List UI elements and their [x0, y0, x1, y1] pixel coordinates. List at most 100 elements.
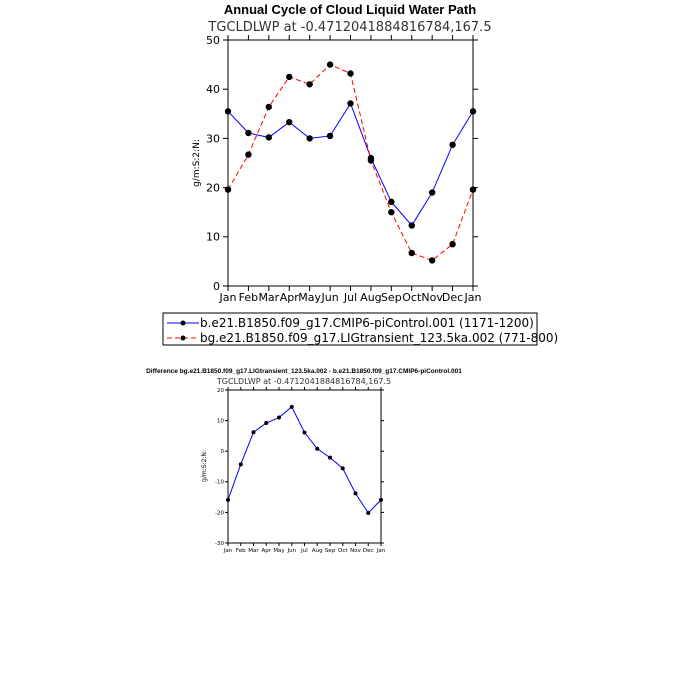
top-x-tick-label: Jun	[320, 291, 338, 304]
top-y-tick-label: 20	[206, 181, 220, 194]
difference-series-1-point	[379, 497, 383, 502]
legend-label-1: b.e21.B1850.f09_g17.CMIP6-piControl.001 …	[200, 316, 534, 330]
top-series-1-point	[224, 108, 232, 115]
difference-series-1-point	[366, 511, 371, 516]
legend-label-2: bg.e21.B1850.f09_g17.LIGtransient_123.5k…	[200, 331, 558, 345]
top-x-tick-label: Dec	[442, 291, 463, 304]
top-series-2-point	[347, 70, 354, 77]
difference-x-tick-label: Feb	[236, 548, 246, 554]
difference-x-tick-label: Aug	[312, 548, 323, 554]
top-series-1-point	[306, 135, 313, 142]
top-x-tick-label: Aug	[360, 291, 381, 304]
top-x-tick-label: Jan	[464, 291, 482, 304]
difference-x-tick-label: Jan	[376, 548, 386, 554]
top-x-tick-label: Jul	[343, 291, 357, 304]
difference-plot-frame	[227, 389, 382, 544]
difference-y-tick-label: -30	[215, 541, 224, 547]
top-series-1-point	[388, 198, 395, 206]
top-series-1-point	[286, 118, 293, 126]
difference-chart-subtitle: TGCLDLWP at -0.4712041884816784,167.5	[216, 377, 391, 386]
top-series-2-point	[224, 186, 232, 193]
difference-series-1-point	[353, 491, 358, 496]
difference-series-1-point	[340, 466, 345, 471]
difference-y-axis-label: g/m:S:2:N:	[201, 450, 208, 482]
top-series-2-point	[326, 61, 334, 68]
difference-x-tick-label: Jan	[223, 548, 233, 554]
top-series-1-point	[428, 189, 436, 196]
top-chart: Annual Cycle of Cloud Liquid Water Path …	[192, 2, 492, 304]
top-series-2-point	[449, 240, 456, 248]
top-y-tick-label: 30	[206, 132, 220, 145]
top-y-tick-label: 40	[206, 83, 220, 96]
legend-box	[162, 312, 538, 346]
difference-x-tick-label: Oct	[338, 548, 348, 554]
top-series-2-point	[469, 186, 477, 193]
top-x-tick-label: Feb	[239, 291, 258, 304]
top-series-1-point	[245, 129, 252, 137]
difference-x-tick-label: Jul	[300, 548, 308, 554]
difference-x-tick-label: Mar	[248, 548, 259, 554]
top-series-2-point	[286, 73, 293, 81]
top-y-tick-label: 50	[206, 34, 220, 47]
top-series-1-point	[469, 108, 477, 115]
difference-series-1-point	[226, 497, 230, 502]
difference-series-1-point	[302, 430, 307, 435]
difference-x-tick-label: Nov	[350, 548, 361, 554]
difference-x-tick-label: Apr	[261, 548, 271, 554]
top-series-1-point	[449, 141, 456, 148]
difference-y-ticks: -30 -20 -10 0 10 20	[215, 388, 384, 547]
difference-chart: Difference bg.e21.B1850.f09_g17.LIGtrans…	[146, 368, 462, 554]
difference-y-tick-label: 20	[217, 388, 224, 394]
legend: b.e21.B1850.f09_g17.CMIP6-piControl.001 …	[162, 312, 558, 346]
top-x-tick-label: Apr	[280, 291, 300, 304]
top-series-1-point	[265, 134, 273, 141]
top-series-2-point	[428, 257, 436, 264]
difference-y-tick-label: -10	[215, 480, 224, 486]
top-series-2-point	[245, 151, 252, 158]
difference-series-1-point	[264, 421, 269, 426]
top-y-ticks: 0 10 20 30 40 50	[206, 34, 478, 293]
top-series-2-point	[367, 157, 375, 164]
top-series-2-point	[408, 249, 415, 257]
top-series-2-point	[306, 81, 313, 88]
top-x-tick-label: Oct	[402, 291, 422, 304]
difference-series-1-point	[315, 446, 320, 451]
difference-series-1-point	[289, 404, 294, 409]
difference-x-tick-label: Sep	[325, 548, 336, 554]
difference-chart-title: Difference bg.e21.B1850.f09_g17.LIGtrans…	[146, 368, 462, 375]
top-y-tick-label: 10	[206, 231, 220, 244]
top-plot-frame	[227, 39, 474, 287]
top-x-tick-label: Jan	[219, 291, 237, 304]
legend-marker-2	[180, 335, 186, 341]
difference-x-tick-label: Jun	[286, 548, 296, 554]
top-series-1-line	[227, 102, 474, 227]
top-series-1-point	[326, 132, 334, 140]
difference-series-1-point	[328, 455, 332, 460]
top-chart-title: Annual Cycle of Cloud Liquid Water Path	[224, 2, 476, 17]
difference-x-ticks: Jan Feb Mar Apr May Jun Jul Aug Sep Oct Nov Dec Jan	[223, 387, 386, 554]
top-x-tick-label: Mar	[258, 291, 279, 304]
top-x-ticks: Jan Feb Mar Apr May Jun Jul Aug Sep Oct Nov Dec Jan	[219, 35, 482, 304]
top-series-2-line	[227, 64, 474, 261]
difference-y-tick-label: -20	[215, 510, 224, 516]
difference-x-tick-label: May	[273, 548, 285, 554]
top-series-1-point	[408, 222, 415, 229]
legend-marker-1	[180, 320, 186, 326]
difference-y-tick-label: 10	[217, 419, 224, 425]
difference-series-1-point	[238, 462, 243, 467]
top-x-tick-label: May	[298, 291, 321, 304]
top-series-group	[224, 61, 477, 264]
top-x-tick-label: Sep	[381, 291, 402, 304]
top-series-2-point	[265, 103, 273, 111]
top-y-tick-label: 0	[213, 280, 220, 293]
difference-series-group	[226, 404, 383, 516]
top-series-1-point	[347, 100, 354, 107]
top-series-2-point	[388, 209, 395, 216]
top-chart-subtitle: TGCLDLWP at -0.4712041884816784,167.5	[207, 20, 491, 35]
difference-x-tick-label: Dec	[363, 548, 374, 554]
difference-series-1-point	[251, 430, 256, 435]
top-y-axis-label: g/m:S:2:N:	[192, 139, 202, 187]
difference-y-tick-label: 0	[221, 449, 225, 455]
difference-series-1-point	[277, 415, 281, 420]
